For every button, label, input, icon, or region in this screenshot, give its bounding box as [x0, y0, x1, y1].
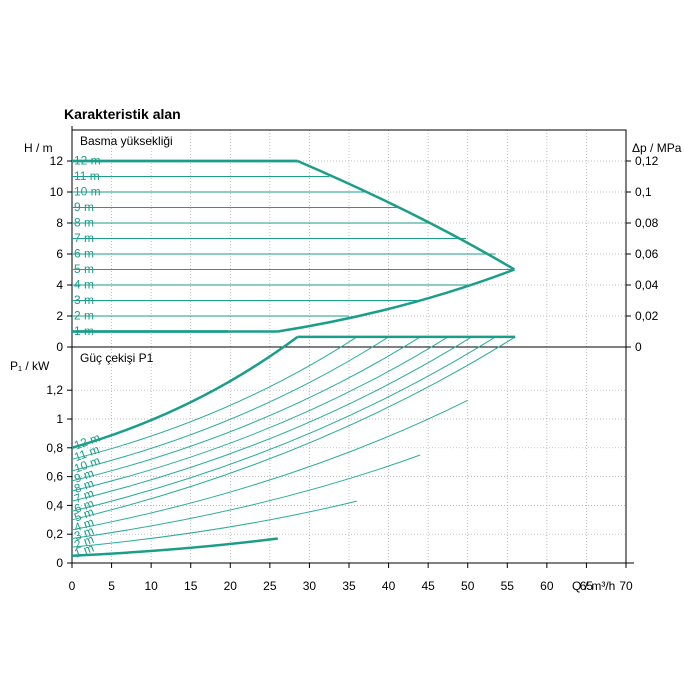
power-setting-label: 8 m — [72, 476, 96, 496]
power-curve-1m — [71, 537, 278, 558]
power-curve-7m — [71, 336, 472, 502]
y-tick-label: 0 — [56, 556, 63, 570]
panel-label-head: Basma yüksekliği — [80, 134, 173, 148]
x-tick-label: 65 — [580, 579, 594, 593]
x-tick-label: 10 — [144, 579, 158, 593]
head-setting-label: 2 m — [74, 309, 94, 323]
x-tick-label: 60 — [540, 579, 554, 593]
power-curve-8m — [71, 336, 449, 492]
x-tick-label: 20 — [224, 579, 238, 593]
y2-tick-label: 0,04 — [635, 278, 659, 292]
y-tick-label: 4 — [56, 278, 63, 292]
y-tick-label: 0 — [56, 340, 63, 354]
head-setting-label: 7 m — [74, 231, 94, 245]
axis-and-setting-labels: 2468101200,020,040,060,080,10,1200,20,40… — [10, 134, 682, 593]
power-curve-4m — [71, 399, 468, 531]
power-curve-9m — [71, 336, 421, 482]
head-setting-label: 6 m — [74, 247, 94, 261]
x-tick-label: 25 — [263, 579, 277, 593]
y2-tick-label: 0,06 — [635, 247, 659, 261]
x-tick-label: 15 — [184, 579, 198, 593]
head-setting-label: 3 m — [74, 293, 94, 307]
head-envelope-max — [297, 159, 516, 271]
x-tick-label: 70 — [619, 579, 633, 593]
y-axis-label-head: H / m — [24, 141, 53, 155]
head-setting-label: 10 m — [74, 185, 101, 199]
x-tick-label: 40 — [382, 579, 396, 593]
y-tick-label: 6 — [56, 247, 63, 261]
power-setting-label: 6 m — [72, 496, 96, 516]
power-setting-label: 5 m — [72, 505, 96, 525]
chart-title: Karakteristik alan — [64, 106, 181, 122]
head-envelope-min — [277, 268, 515, 333]
power-curve-12m — [71, 335, 299, 450]
y2-tick-label: 0,12 — [635, 154, 659, 168]
power-setting-label: 4 m — [72, 515, 96, 535]
x-tick-label: 55 — [501, 579, 515, 593]
x-tick-label: 5 — [108, 579, 115, 593]
x-tick-label: 30 — [303, 579, 317, 593]
y2-tick-label: 0,1 — [635, 185, 652, 199]
y2-tick-label: 0 — [635, 340, 642, 354]
power-curve-5m — [71, 336, 516, 521]
power-setting-label: 9 m — [72, 466, 96, 486]
y-tick-label: 0,4 — [46, 498, 63, 512]
power-curve-11m — [71, 336, 358, 460]
y-tick-label: 0,8 — [46, 441, 63, 455]
y-tick-label: 0,2 — [46, 527, 63, 541]
y-tick-label: 0,6 — [46, 470, 63, 484]
x-tick-label: 0 — [69, 579, 76, 593]
y2-axis-label-pressure: Δp / MPa — [632, 141, 682, 155]
y-tick-label: 1,2 — [46, 383, 63, 397]
power-curve-3m — [71, 454, 421, 540]
head-setting-label: 5 m — [74, 262, 94, 276]
y-axis-label-power: P₁ / kW — [10, 359, 50, 373]
x-tick-label: 35 — [342, 579, 356, 593]
y-tick-label: 1 — [56, 412, 63, 426]
x-axis-label-flow: Q / m³/h — [572, 579, 615, 593]
head-setting-label: 4 m — [74, 278, 94, 292]
power-curve-2m — [71, 500, 358, 548]
panel-label-power: Güç çekişi P1 — [80, 351, 154, 365]
head-setting-label: 9 m — [74, 200, 94, 214]
y-tick-label: 8 — [56, 216, 63, 230]
y2-tick-label: 0,02 — [635, 309, 659, 323]
x-tick-label: 45 — [421, 579, 435, 593]
power-curve-6m — [71, 336, 496, 512]
head-setting-label: 8 m — [74, 216, 94, 230]
performance-curves — [71, 159, 516, 558]
power-curve-10m — [71, 336, 389, 472]
x-tick-label: 50 — [461, 579, 475, 593]
power-setting-label: 3 m — [72, 523, 96, 543]
head-setting-label: 1 m — [74, 324, 94, 338]
power-setting-label: 7 m — [72, 486, 96, 506]
power-setting-label: 1 m — [72, 541, 96, 561]
power-setting-label: 2 m — [72, 532, 96, 552]
y-tick-label: 2 — [56, 309, 63, 323]
y-tick-label: 12 — [50, 154, 64, 168]
y2-tick-label: 0,08 — [635, 216, 659, 230]
head-setting-label: 12 m — [74, 154, 101, 168]
head-setting-label: 11 m — [74, 169, 100, 183]
y-tick-label: 10 — [50, 185, 64, 199]
